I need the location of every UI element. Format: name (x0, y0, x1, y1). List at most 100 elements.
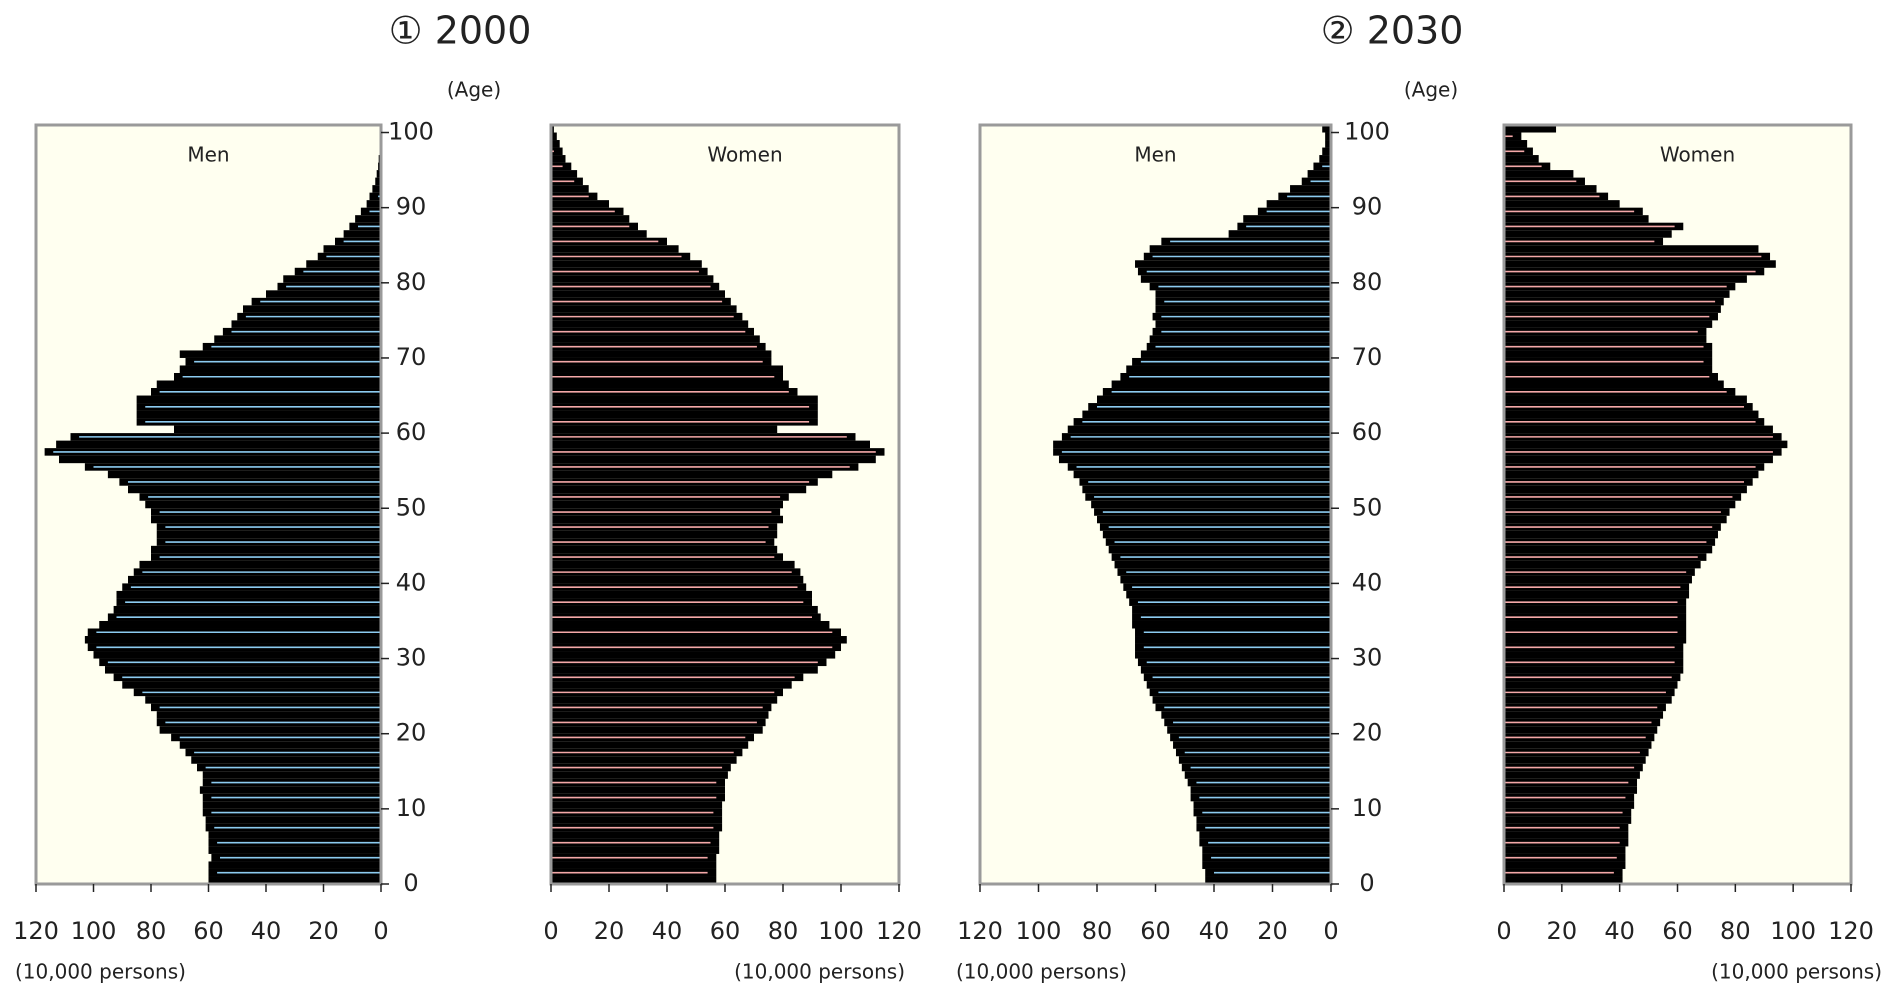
x-tick-label: 40 (652, 917, 683, 945)
bar (1132, 620, 1331, 629)
bar (199, 786, 381, 794)
bar (551, 651, 836, 659)
bar (113, 605, 381, 614)
bar (1097, 515, 1331, 524)
bar (551, 170, 578, 178)
bar (208, 861, 381, 869)
bar (551, 155, 566, 163)
bar (107, 470, 381, 479)
x-tick-label: 60 (193, 917, 224, 945)
bar (1504, 200, 1620, 208)
panel-label: Men (187, 143, 229, 167)
bar (551, 290, 725, 298)
bar (551, 200, 609, 208)
bar (1504, 185, 1597, 193)
bar (1504, 651, 1684, 659)
bar (283, 275, 381, 283)
bar (1322, 125, 1331, 133)
bar (1082, 410, 1331, 419)
y-tick-label: 80 (396, 268, 427, 296)
y-tick-label: 40 (396, 568, 427, 596)
bar (551, 620, 830, 629)
bar (1504, 696, 1672, 704)
bar (551, 666, 818, 674)
bar (1135, 260, 1331, 268)
y-tick-label: 60 (1352, 418, 1383, 446)
y-tick-label: 30 (396, 644, 427, 672)
bar (1325, 140, 1331, 148)
bar (1152, 696, 1331, 704)
bar (202, 771, 381, 779)
bar (1126, 365, 1331, 373)
bar (1504, 125, 1557, 133)
bar (243, 305, 381, 313)
bar (56, 440, 381, 449)
bar (136, 395, 381, 404)
x-tick-label: 40 (1604, 917, 1635, 945)
bar (1228, 230, 1331, 238)
bar (1504, 711, 1664, 719)
bar (551, 756, 737, 764)
bar (1504, 410, 1759, 419)
bar (551, 305, 737, 313)
bar (551, 741, 749, 749)
x-tick-label: 100 (818, 917, 864, 945)
y-tick-label: 30 (1352, 644, 1383, 672)
y-tick-label: 20 (1352, 719, 1383, 747)
bar (1504, 741, 1652, 749)
bar (551, 470, 833, 479)
x-tick-label: 100 (1770, 917, 1816, 945)
bar (551, 425, 778, 434)
x-tick-label: 60 (1662, 917, 1693, 945)
bar (551, 816, 723, 824)
bar (551, 140, 560, 148)
bar (1504, 350, 1713, 358)
x-tick-label: 20 (1547, 917, 1578, 945)
y-tick-label: 80 (1352, 268, 1383, 296)
y-tick-label: 10 (396, 794, 427, 822)
bar (551, 545, 778, 554)
x-tick-label: 80 (1082, 917, 1113, 945)
x-tick-label: 80 (1720, 917, 1751, 945)
bar (551, 831, 720, 839)
bar (1504, 786, 1638, 794)
bar (93, 651, 381, 659)
bar (159, 726, 381, 734)
bar (208, 846, 381, 854)
bar (1058, 455, 1331, 464)
x-axis-label: (10,000 persons) (15, 960, 186, 984)
bar (1504, 575, 1692, 584)
bar (1199, 831, 1331, 839)
y-tick-label: 10 (1352, 794, 1383, 822)
x-tick-label: 20 (594, 917, 625, 945)
bar (139, 560, 381, 569)
y-tick-label: 50 (1352, 493, 1383, 521)
bar (1504, 425, 1773, 434)
x-tick-label: 0 (1496, 917, 1511, 945)
bar (136, 410, 381, 419)
bar (1155, 305, 1331, 313)
x-tick-label: 80 (136, 917, 167, 945)
bar (1504, 170, 1574, 178)
bar (1504, 500, 1736, 509)
bar (205, 816, 381, 824)
bar (1126, 590, 1331, 599)
bar (1140, 666, 1331, 674)
bar (1504, 620, 1687, 629)
bar (551, 530, 778, 539)
bar (551, 846, 720, 854)
bar (99, 620, 381, 629)
y-tick-label: 0 (1359, 869, 1374, 897)
bar (59, 455, 381, 464)
y-tick-label: 90 (1352, 193, 1383, 221)
bar (116, 590, 381, 599)
x-axis-label: (10,000 persons) (956, 960, 1127, 984)
bar (551, 636, 847, 644)
x-tick-label: 120 (876, 917, 922, 945)
bar (1504, 440, 1788, 449)
bar (1504, 515, 1727, 524)
bar (376, 170, 381, 178)
bar (1504, 275, 1747, 283)
bar (551, 230, 647, 238)
